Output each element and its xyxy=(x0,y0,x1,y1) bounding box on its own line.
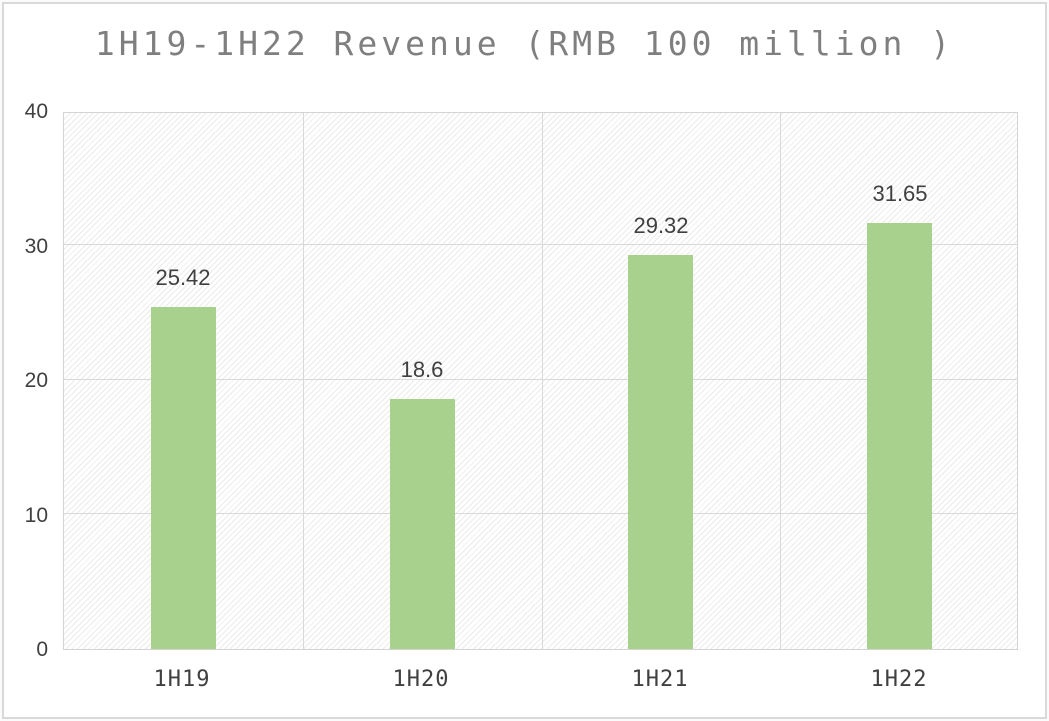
bar-value-label: 25.42 xyxy=(155,265,211,290)
chart-title: 1H19-1H22 Revenue (RMB 100 million ) xyxy=(94,24,955,63)
bar-value-label: 29.32 xyxy=(633,213,689,238)
gridline-horizontal xyxy=(64,513,1017,514)
gridline-vertical xyxy=(303,113,304,649)
bar xyxy=(628,255,693,649)
x-category-label: 1H21 xyxy=(631,667,689,692)
bar xyxy=(151,307,216,649)
bar xyxy=(867,223,932,649)
gridline-vertical xyxy=(780,113,781,649)
plot-area: 25.42 18.6 29.32 31.65 xyxy=(63,112,1018,650)
y-tick-label: 0 xyxy=(36,638,48,661)
bar-value-label: 31.65 xyxy=(872,181,928,206)
y-tick-label: 40 xyxy=(24,100,48,123)
y-tick-label: 20 xyxy=(24,369,48,392)
x-category-label: 1H20 xyxy=(392,667,450,692)
y-tick-label: 30 xyxy=(24,235,48,258)
gridline-horizontal xyxy=(64,379,1017,380)
x-category-label: 1H22 xyxy=(870,667,928,692)
bar-value-label: 18.6 xyxy=(400,357,444,382)
gridline-vertical xyxy=(542,113,543,649)
x-category-label: 1H19 xyxy=(153,667,211,692)
gridline-horizontal xyxy=(64,244,1017,245)
y-tick-label: 10 xyxy=(24,504,48,527)
bar xyxy=(390,399,455,649)
